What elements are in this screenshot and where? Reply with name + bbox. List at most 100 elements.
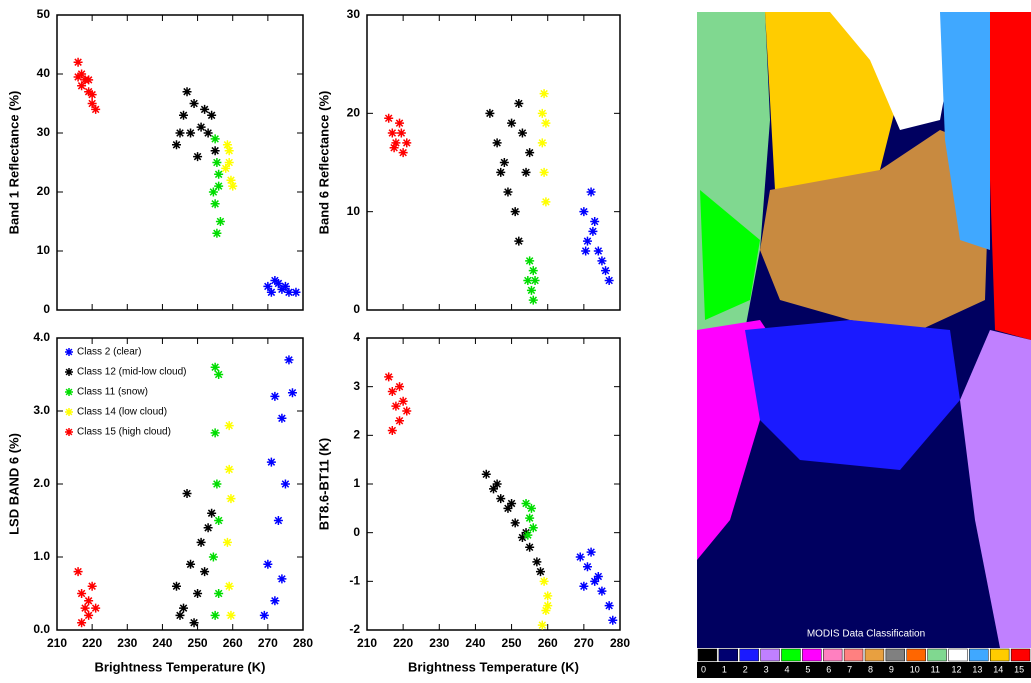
legend-label: Class 12 (mid-low cloud) [77,367,186,378]
point [523,530,533,540]
series [73,567,101,628]
map-title: MODIS Data Classification [807,629,925,640]
point [226,494,236,504]
legend-label: Class 14 (low cloud) [77,407,167,418]
point [175,128,185,138]
point [528,266,538,276]
point [517,128,527,138]
point [207,110,217,120]
point [485,108,495,118]
x-tick-label: 250 [188,636,208,650]
point [200,104,210,114]
x-tick-label: 270 [574,636,594,650]
point [514,99,524,108]
y-tick-label: 0 [353,302,360,316]
point [214,169,224,179]
point [280,281,290,291]
colorbar-swatch [906,648,926,662]
point [186,559,196,569]
point [590,576,600,586]
colorbar-label-strip [697,662,1031,678]
point [402,406,412,416]
point [604,601,614,611]
series [575,547,618,625]
colorbar-label: 6 [826,664,831,674]
point [214,181,224,191]
colorbar-swatch [823,648,843,662]
colorbar-label: 0 [701,664,706,674]
colorbar-label: 2 [743,664,748,674]
legend-label: Class 2 (clear) [77,347,141,358]
series [481,469,545,577]
colorbar-swatch [927,648,947,662]
point [384,372,394,382]
point [525,513,535,523]
y-axis-label: Band 1 Reflectance (%) [6,91,21,235]
point [171,140,181,150]
y-tick-label: 30 [37,125,51,139]
colorbar-label: 11 [931,664,940,674]
point [521,498,531,508]
point [539,89,549,99]
point [193,152,203,162]
point [593,246,603,256]
point [597,256,607,266]
point [196,537,206,547]
point [489,484,498,494]
point [73,567,83,577]
point [266,287,276,297]
point [224,464,234,474]
point [270,391,280,401]
point [208,187,218,197]
y-axis-label: BT8.6-BT11 (K) [316,438,331,530]
x-tick-label: 250 [502,636,522,650]
point [284,355,294,365]
point [514,236,524,246]
point [224,421,234,431]
point [387,387,397,397]
colorbar-swatch [718,648,738,662]
point [586,187,596,197]
point [510,207,520,217]
point [182,87,192,97]
point [263,281,273,291]
point [532,557,542,567]
point [208,552,218,562]
point [226,610,236,620]
point [203,128,213,138]
point [214,370,224,379]
y-tick-label: -1 [349,574,360,588]
x-tick-label: 260 [223,636,243,650]
series [171,87,220,162]
y-tick-label: 2.0 [33,476,50,490]
point [77,589,87,598]
legend-marker [65,388,73,396]
map-region [940,12,990,250]
point [581,246,591,256]
y-axis-label: LSD BAND 6 (%) [6,433,21,535]
point [537,138,547,148]
plot-frame [366,14,621,311]
x-tick-label: 270 [258,636,278,650]
point [597,586,607,596]
point [395,416,405,426]
series [171,488,217,628]
point [77,81,87,91]
y-tick-label: 10 [347,204,361,218]
map-region [765,12,900,200]
series [73,57,101,114]
point [212,158,222,167]
y-tick-label: 20 [37,184,51,198]
y-tick-label: 0 [353,525,360,539]
point [215,217,225,226]
series [208,362,224,620]
point [384,113,394,123]
x-tick-label: 230 [429,636,449,650]
point [210,146,220,156]
plot-frame [56,14,304,311]
y-tick-label: 0.0 [33,622,50,636]
series [537,89,551,207]
point [87,90,97,100]
point [175,610,185,620]
